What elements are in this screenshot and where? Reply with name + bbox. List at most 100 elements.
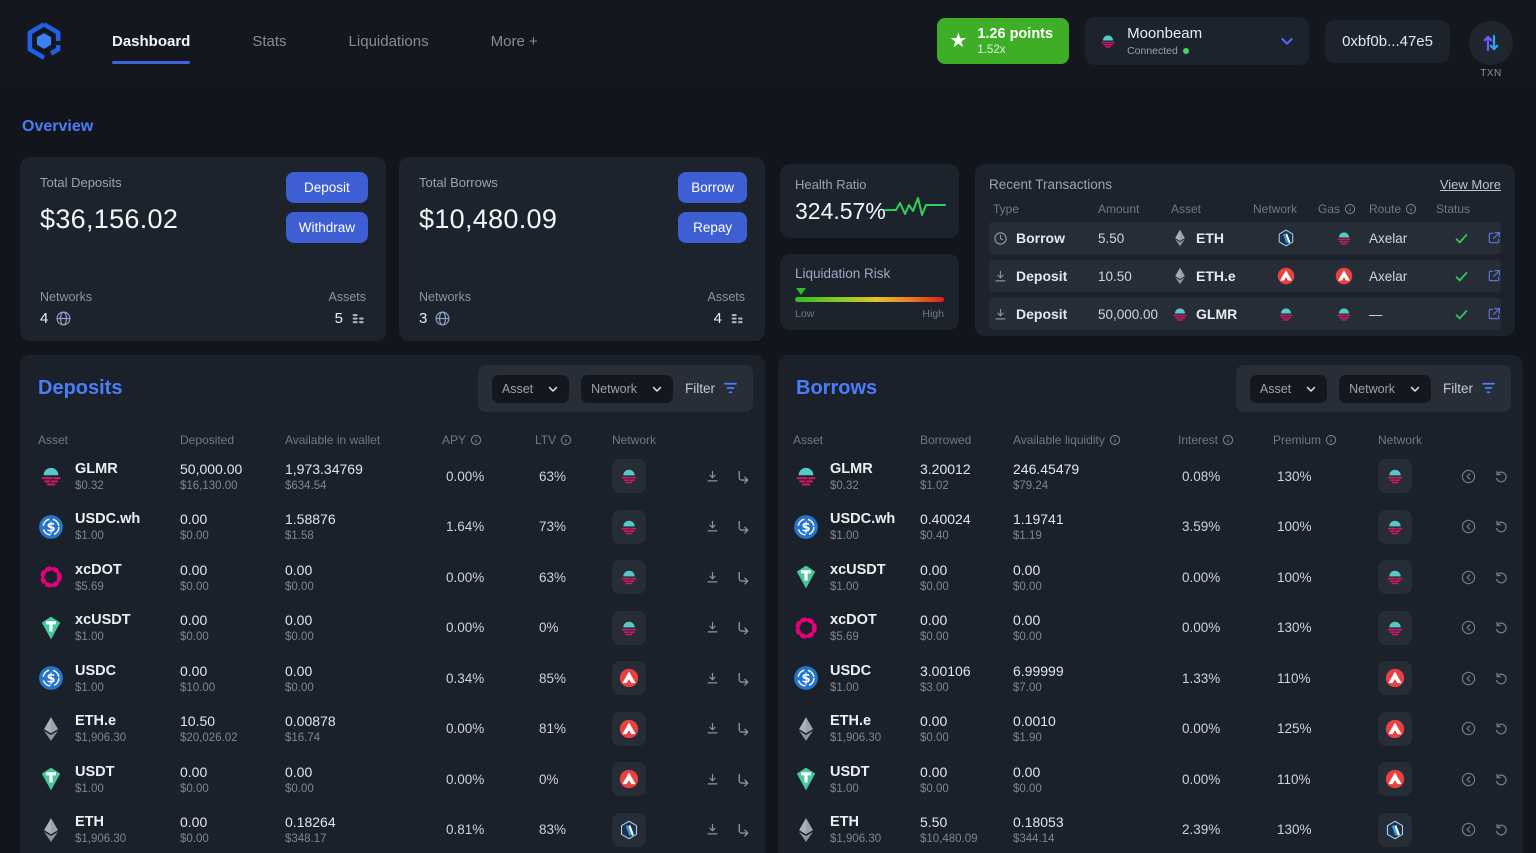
globe-icon	[55, 310, 72, 327]
wallet-address[interactable]: 0xbf0b...47e5	[1325, 19, 1450, 63]
info-icon[interactable]	[470, 434, 482, 446]
transfer-action-icon[interactable]	[735, 569, 752, 586]
nav-tab-more[interactable]: More +	[490, 32, 538, 50]
network-selector[interactable]: Moonbeam Connected	[1085, 17, 1310, 65]
history-action-icon[interactable]	[1460, 720, 1477, 737]
info-icon[interactable]	[1109, 434, 1121, 446]
transfer-action-icon[interactable]	[735, 619, 752, 636]
interest-value: 0.00%	[1182, 620, 1221, 636]
deposit-button[interactable]: Deposit	[285, 172, 368, 203]
liquidity-amount: 0.00	[1013, 612, 1041, 629]
network-filter-dropdown[interactable]: Network	[1339, 374, 1431, 403]
points-multiplier: 1.52x	[977, 44, 1006, 56]
asset-icon	[793, 564, 819, 590]
asset-filter-label: Asset	[501, 381, 534, 396]
withdraw-action-icon[interactable]	[705, 720, 720, 737]
filter-label: Filter	[685, 381, 715, 396]
deposited-usd: $0.00	[180, 631, 209, 644]
filter-button[interactable]: Filter	[685, 381, 739, 396]
liquidation-risk-label: Liquidation Risk	[795, 266, 891, 281]
txn-button[interactable]	[1469, 21, 1513, 65]
history-action-icon[interactable]	[1460, 569, 1477, 586]
assets-count: 4	[713, 310, 722, 327]
nav-tab-liquidations[interactable]: Liquidations	[348, 32, 429, 50]
network-icon	[1378, 560, 1412, 595]
brand-logo-icon[interactable]	[24, 21, 64, 61]
available-usd: $1.58	[285, 530, 314, 543]
apy-value: 0.00%	[446, 620, 485, 636]
withdraw-action-icon[interactable]	[705, 670, 720, 687]
repay-action-icon[interactable]	[1492, 720, 1509, 737]
repay-action-icon[interactable]	[1492, 468, 1509, 485]
repay-action-icon[interactable]	[1492, 771, 1509, 788]
deposited-amount: 0.00	[180, 814, 208, 831]
asset-filter-dropdown[interactable]: Asset	[1249, 374, 1328, 403]
repay-action-icon[interactable]	[1492, 518, 1509, 535]
filter-button[interactable]: Filter	[1443, 381, 1497, 396]
withdraw-action-icon[interactable]	[705, 569, 720, 586]
info-icon[interactable]	[1325, 434, 1337, 446]
external-link-icon[interactable]	[1486, 230, 1506, 246]
asset-icon	[793, 615, 819, 641]
asset-name: GLMR	[75, 460, 118, 477]
network-filter-dropdown[interactable]: Network	[581, 374, 673, 403]
premium-value: 125%	[1277, 721, 1312, 737]
deposited-amount: 0.00	[180, 763, 208, 780]
liquidation-risk-card: Liquidation Risk Low High	[780, 254, 959, 330]
repay-action-icon[interactable]	[1492, 619, 1509, 636]
repay-action-icon[interactable]	[1492, 821, 1509, 838]
history-action-icon[interactable]	[1460, 468, 1477, 485]
history-action-icon[interactable]	[1460, 771, 1477, 788]
info-icon[interactable]	[1344, 203, 1356, 215]
premium-value: 100%	[1277, 569, 1312, 585]
history-action-icon[interactable]	[1460, 670, 1477, 687]
network-icon	[612, 762, 646, 797]
nav-tab-dashboard[interactable]: Dashboard	[112, 23, 191, 64]
withdraw-action-icon[interactable]	[705, 771, 720, 788]
col-network: Network	[612, 433, 657, 447]
col-gas: Gas	[1318, 202, 1341, 216]
asset-name: USDT	[830, 763, 870, 780]
info-icon[interactable]	[1405, 203, 1417, 215]
info-icon[interactable]	[560, 434, 572, 446]
repay-action-icon[interactable]	[1492, 670, 1509, 687]
repay-button[interactable]: Repay	[678, 212, 747, 243]
repay-action-icon[interactable]	[1492, 569, 1509, 586]
withdraw-action-icon[interactable]	[705, 468, 720, 485]
info-icon[interactable]	[1222, 434, 1234, 446]
history-action-icon[interactable]	[1460, 821, 1477, 838]
view-more-link[interactable]: View More	[1439, 177, 1501, 192]
external-link-icon[interactable]	[1486, 306, 1506, 322]
asset-price: $0.32	[830, 479, 859, 492]
liquidity-amount: 0.18053	[1013, 814, 1064, 831]
col-asset: Asset	[793, 433, 824, 447]
transfer-action-icon[interactable]	[735, 670, 752, 687]
transfer-action-icon[interactable]	[735, 720, 752, 737]
asset-filter-dropdown[interactable]: Asset	[491, 374, 570, 403]
transfer-action-icon[interactable]	[735, 468, 752, 485]
liquidity-amount: 0.00	[1013, 763, 1041, 780]
ltv-value: 63%	[539, 569, 567, 585]
withdraw-button[interactable]: Withdraw	[285, 212, 368, 243]
transfer-action-icon[interactable]	[735, 771, 752, 788]
history-action-icon[interactable]	[1460, 619, 1477, 636]
apy-value: 0.00%	[446, 569, 485, 585]
withdraw-action-icon[interactable]	[705, 518, 720, 535]
col-network: Network	[1378, 433, 1423, 447]
premium-value: 110%	[1277, 670, 1311, 686]
network-filter-label: Network	[1349, 381, 1395, 396]
available-amount: 1.58876	[285, 511, 336, 528]
withdraw-action-icon[interactable]	[705, 821, 720, 838]
nav-tab-stats[interactable]: Stats	[252, 32, 287, 50]
borrow-button[interactable]: Borrow	[678, 172, 747, 203]
external-link-icon[interactable]	[1486, 268, 1506, 284]
ltv-value: 63%	[539, 468, 567, 484]
liquidity-amount: 1.19741	[1013, 511, 1064, 528]
points-badge[interactable]: ★ 1.26 points 1.52x	[937, 18, 1070, 64]
interest-value: 0.00%	[1182, 721, 1221, 737]
history-action-icon[interactable]	[1460, 518, 1477, 535]
transfer-action-icon[interactable]	[735, 821, 752, 838]
withdraw-action-icon[interactable]	[705, 619, 720, 636]
transfer-action-icon[interactable]	[735, 518, 752, 535]
asset-price: $1,906.30	[75, 833, 127, 846]
